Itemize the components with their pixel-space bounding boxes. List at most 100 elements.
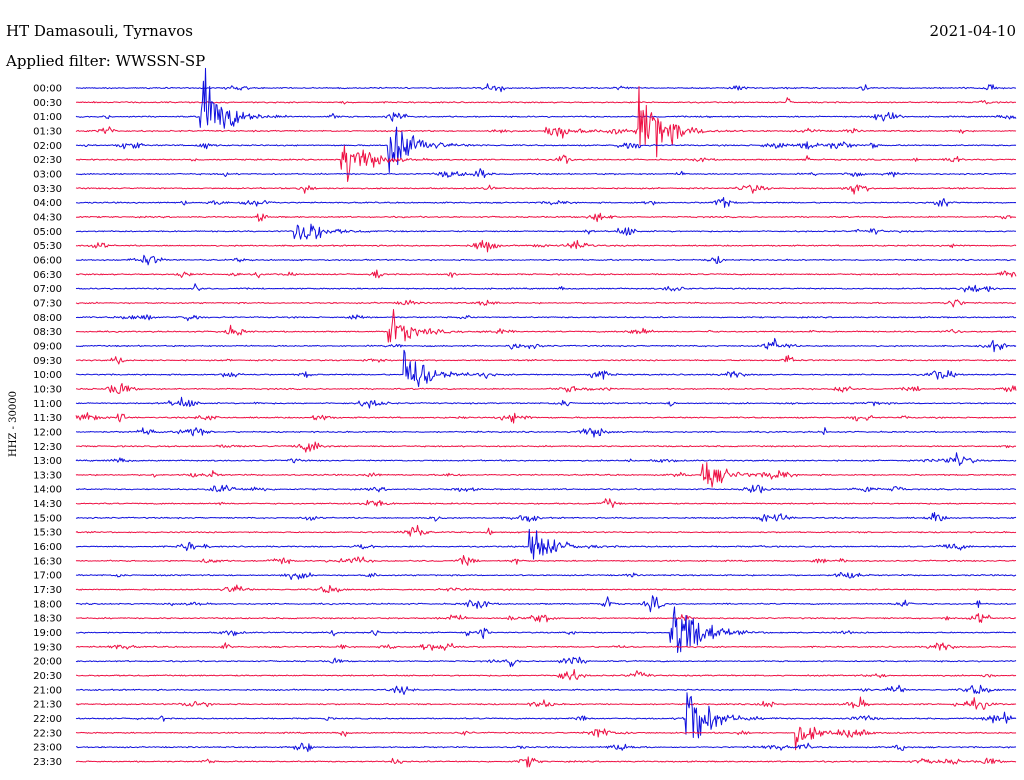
filter-label: Applied filter: WWSSN-SP: [5, 52, 205, 70]
time-tick-label: 20:00: [33, 657, 62, 668]
trace-row: [75, 223, 1016, 240]
time-tick-label: 03:30: [33, 184, 62, 195]
trace-row: [75, 184, 1017, 195]
time-tick-label: 18:30: [33, 614, 62, 625]
trace-row: [75, 656, 1017, 668]
trace-row: [76, 742, 1017, 753]
date-label: 2021-04-10: [930, 22, 1016, 40]
time-tick-label: 02:00: [33, 141, 62, 152]
trace-row: [75, 555, 1017, 566]
trace-row: [75, 396, 1016, 409]
trace-row: [76, 212, 1017, 223]
trace-row: [75, 283, 1017, 293]
trace-row: [76, 314, 1017, 322]
trace-row: [75, 726, 1017, 751]
time-tick-label: 09:00: [33, 341, 62, 352]
trace-row: [75, 613, 1017, 623]
time-tick-label: 12:00: [33, 427, 62, 438]
trace-row: [76, 669, 1017, 681]
time-tick-label: 13:00: [33, 456, 62, 467]
time-tick-label: 05:30: [33, 241, 62, 252]
trace-row: [75, 572, 1017, 580]
time-tick-label: 16:30: [33, 556, 62, 567]
time-tick-label: 07:00: [33, 284, 62, 295]
time-tick-label: 14:30: [33, 499, 62, 510]
trace-row: [75, 354, 1017, 365]
time-tick-label: 06:30: [33, 270, 62, 281]
trace-row: [75, 512, 1017, 523]
trace-row: [75, 524, 1017, 537]
station-title: HT Damasouli, Tyrnavos: [6, 22, 193, 40]
time-tick-label: 21:00: [33, 685, 62, 696]
trace-row: [75, 452, 1017, 466]
time-tick-label: 07:30: [33, 298, 62, 309]
time-tick-label: 15:00: [33, 513, 62, 524]
trace-row: [75, 595, 1017, 613]
time-tick-labels: 00:00 00:30 01:00 01:30 02:00 02:30 03:00 03:30…: [33, 84, 62, 769]
time-tick-label: 06:00: [33, 256, 62, 267]
time-tick-label: 01:00: [33, 112, 62, 123]
trace-row: [75, 412, 1017, 424]
trace-row: [75, 269, 1017, 279]
time-tick-label: 00:30: [33, 98, 62, 109]
trace-row: [75, 692, 1017, 739]
time-tick-label: 03:00: [33, 170, 62, 181]
trace-row: [75, 239, 1017, 253]
time-tick-label: 17:00: [33, 571, 62, 582]
time-tick-label: 09:30: [33, 356, 62, 367]
trace-row: [75, 528, 1017, 560]
trace-row: [75, 584, 1016, 593]
time-tick-label: 18:00: [33, 599, 62, 610]
trace-row: [75, 337, 1017, 353]
y-axis-label: HHZ - 30000: [8, 391, 19, 457]
trace-row: [75, 254, 1017, 266]
trace-row: [75, 462, 1017, 488]
time-tick-label: 04:30: [33, 213, 62, 224]
time-tick-label: 20:30: [33, 671, 62, 682]
trace-row: [75, 606, 1017, 653]
trace-row: [75, 309, 1017, 343]
trace-row: [75, 145, 1016, 182]
trace-row: [75, 427, 1016, 438]
time-tick-label: 23:00: [33, 743, 62, 754]
trace-row: [75, 756, 1017, 768]
time-tick-label: 04:00: [33, 198, 62, 209]
time-tick-label: 00:00: [33, 84, 62, 95]
time-tick-label: 15:30: [33, 528, 62, 539]
time-tick-label: 19:30: [33, 642, 62, 653]
time-tick-label: 11:00: [33, 399, 62, 410]
trace-row: [75, 86, 1017, 158]
time-tick-label: 21:30: [33, 700, 62, 711]
trace-row: [75, 383, 1017, 394]
time-tick-label: 22:00: [33, 714, 62, 725]
time-tick-label: 13:30: [33, 470, 62, 481]
trace-row: [75, 498, 1017, 508]
trace-row: [75, 299, 1017, 308]
time-tick-label: 11:30: [33, 413, 62, 424]
time-tick-label: 14:00: [33, 485, 62, 496]
trace-row: [75, 67, 1017, 129]
trace-row: [75, 684, 1017, 695]
time-tick-label: 02:30: [33, 155, 62, 166]
time-tick-label: 01:30: [33, 127, 62, 138]
trace-row: [75, 126, 1017, 173]
trace-row: [75, 349, 1017, 388]
time-tick-label: 10:00: [33, 370, 62, 381]
trace-row: [75, 696, 1017, 710]
time-tick-label: 12:30: [33, 442, 62, 453]
trace-row: [75, 642, 1017, 651]
trace-row: [75, 168, 1017, 178]
trace-row: [75, 441, 1017, 453]
trace-row: [76, 97, 1017, 105]
time-tick-label: 23:30: [33, 757, 62, 768]
time-tick-label: 22:30: [33, 728, 62, 739]
time-tick-label: 16:00: [33, 542, 62, 553]
trace-row: [76, 197, 1017, 208]
time-tick-label: 08:30: [33, 327, 62, 338]
time-tick-label: 08:00: [33, 313, 62, 324]
time-tick-label: 17:30: [33, 585, 62, 596]
time-tick-label: 10:30: [33, 384, 62, 395]
trace-row: [75, 484, 1017, 494]
time-tick-label: 05:00: [33, 227, 62, 238]
